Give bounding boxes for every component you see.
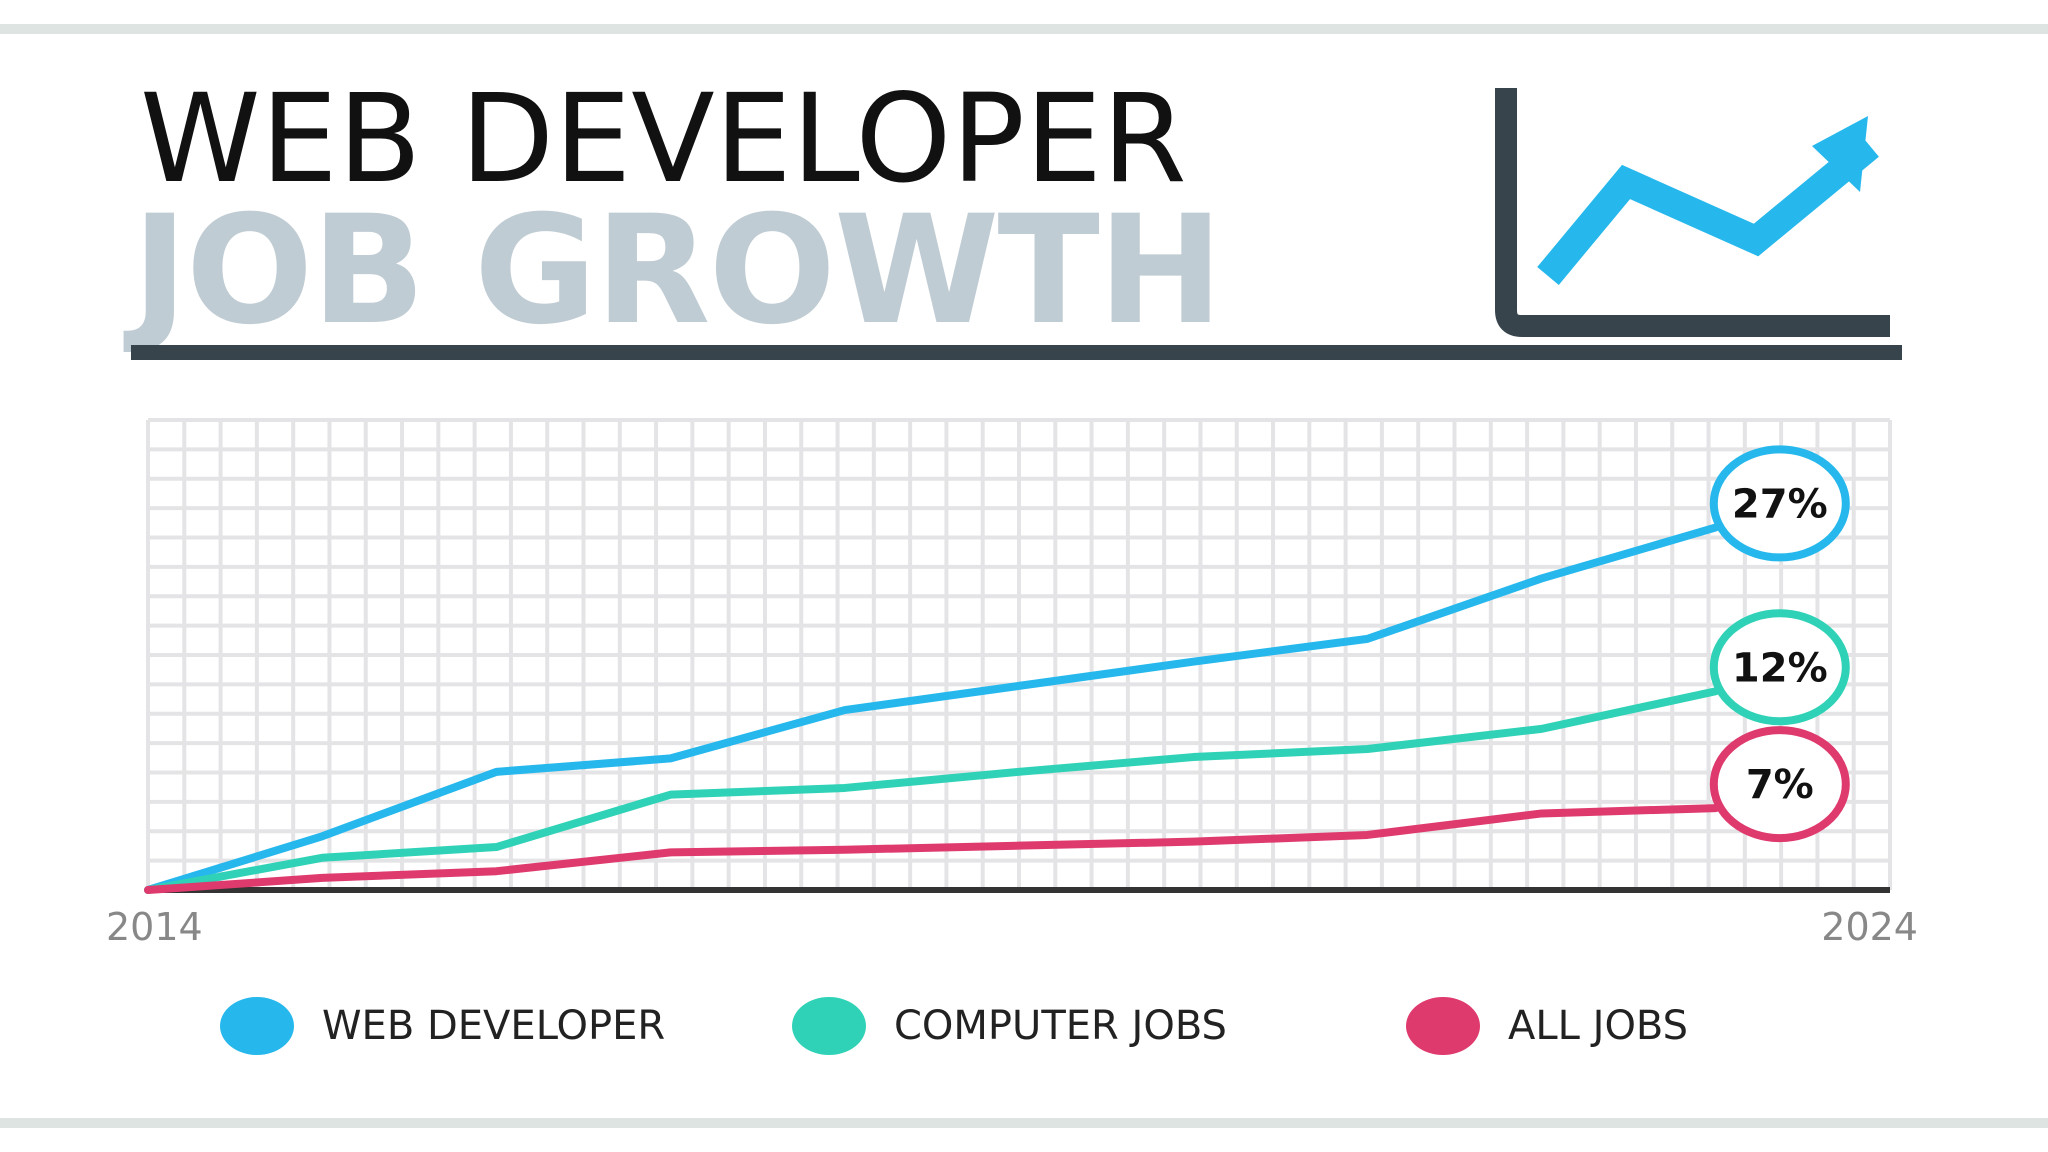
series-line-all-jobs xyxy=(144,804,1720,894)
legend-item-computer-jobs: COMPUTER JOBS xyxy=(792,990,1227,1062)
legend-swatch-web-developer xyxy=(220,997,294,1055)
chart-grid xyxy=(146,418,1892,893)
chart-end-labels: 27% 12% 7% xyxy=(1709,445,1850,843)
end-label-value-web-developer: 27% xyxy=(1732,481,1828,527)
bottom-divider xyxy=(0,1118,2048,1128)
title-underline xyxy=(131,345,1902,360)
growth-chart-arrow-icon xyxy=(1495,88,1890,337)
end-label-value-all-jobs: 7% xyxy=(1746,762,1814,808)
legend-item-web-developer: WEB DEVELOPER xyxy=(220,990,665,1062)
end-label-circle-computer-jobs xyxy=(1709,609,1850,726)
title-line-2: JOB GROWTH xyxy=(132,184,1223,358)
series-line-computer-jobs xyxy=(144,687,1720,894)
title-line-1: WEB DEVELOPER xyxy=(140,68,1187,210)
legend-label-web-developer: WEB DEVELOPER xyxy=(322,1003,666,1049)
legend-swatch-all-jobs xyxy=(1406,997,1480,1055)
x-tick-label-start: 2014 xyxy=(106,905,203,949)
legend-label-computer-jobs: COMPUTER JOBS xyxy=(894,1003,1227,1049)
series-line-web-developer xyxy=(144,523,1720,894)
legend-item-all-jobs: ALL JOBS xyxy=(1406,990,1688,1062)
x-axis-ticks: 2014 2024 xyxy=(106,905,1918,949)
end-label-circle-web-developer xyxy=(1709,445,1850,562)
end-label-circle-all-jobs xyxy=(1709,726,1850,843)
legend-label-all-jobs: ALL JOBS xyxy=(1508,1003,1689,1049)
x-tick-label-end: 2024 xyxy=(1821,905,1918,949)
line-chart: 27% 12% 7% 2014 2024 xyxy=(106,418,1918,949)
top-divider xyxy=(0,24,2048,34)
legend-swatch-computer-jobs xyxy=(792,997,866,1055)
end-label-value-computer-jobs: 12% xyxy=(1732,645,1828,691)
chart-series xyxy=(144,523,1720,894)
